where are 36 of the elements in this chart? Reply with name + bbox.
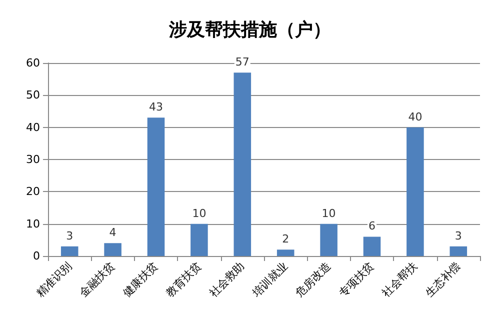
y-tick-label: 50 [26, 88, 40, 102]
data-label: 10 [322, 206, 336, 220]
chart-title: 涉及帮扶措施（户） [168, 20, 331, 40]
y-tick-label: 60 [26, 56, 40, 70]
y-tick-label: 20 [26, 185, 40, 198]
bar [406, 127, 424, 256]
bar [147, 118, 165, 256]
data-label: 3 [454, 229, 462, 242]
x-tick-label: 健康扶贫 [120, 259, 161, 300]
data-label: 3 [66, 229, 74, 242]
data-label: 2 [282, 232, 290, 246]
data-label: 6 [368, 220, 376, 233]
y-tick-label: 10 [26, 217, 40, 230]
x-tick-label: 生态补偿 [422, 259, 463, 300]
bar [60, 246, 78, 256]
x-tick-label: 社会帮扶 [379, 259, 420, 300]
bar [190, 224, 208, 256]
data-label: 40 [408, 110, 422, 124]
x-tick-label: 培训就业 [249, 259, 290, 300]
x-tick-label: 专项扶贫 [336, 259, 377, 300]
x-tick-label: 社会救助 [206, 259, 247, 300]
data-label: 43 [149, 100, 163, 114]
bar [363, 236, 381, 256]
data-label: 4 [109, 226, 116, 240]
data-label: 57 [235, 56, 250, 69]
bar [234, 72, 252, 256]
x-tick-label: 教育扶贫 [163, 259, 204, 300]
y-tick-label: 40 [26, 120, 40, 134]
bar [450, 246, 468, 256]
bar [276, 250, 294, 256]
bar [320, 224, 338, 256]
x-tick-label: 金融扶贫 [77, 259, 118, 300]
data-label: 10 [192, 206, 206, 220]
x-tick-label: 危房改造 [293, 259, 334, 300]
y-tick-label: 30 [26, 153, 40, 166]
bar [104, 243, 122, 256]
